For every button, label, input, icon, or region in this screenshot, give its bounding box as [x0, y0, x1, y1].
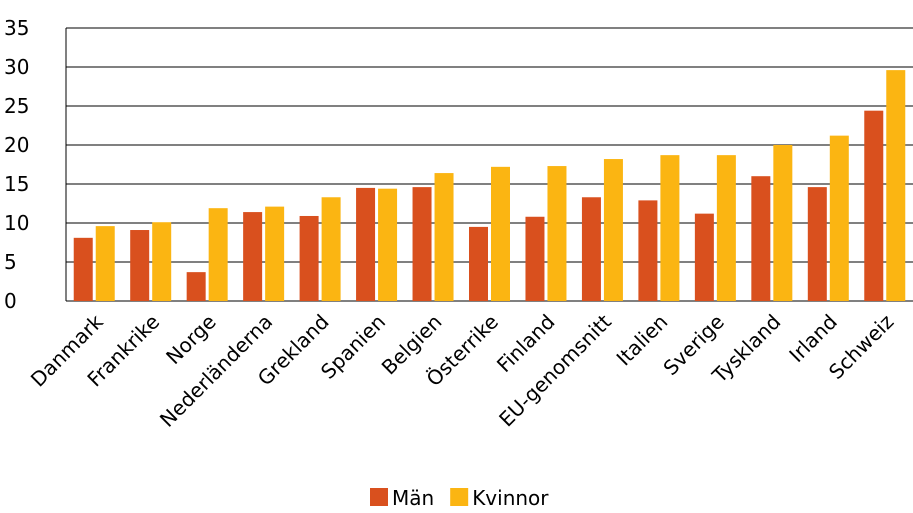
y-tick-label: 25: [4, 94, 29, 118]
y-tick-label: 0: [4, 289, 17, 313]
y-tick-label: 15: [4, 172, 29, 196]
bar: [265, 206, 285, 301]
bar: [321, 197, 341, 301]
bar: [773, 145, 793, 301]
bar: [412, 187, 432, 301]
bar: [716, 155, 736, 301]
legend-label: Kvinnor: [472, 486, 549, 509]
bar: [299, 215, 319, 301]
bar: [130, 230, 150, 301]
bar: [469, 226, 488, 301]
bar: [581, 197, 601, 301]
legend-label: Män: [392, 486, 434, 509]
bar: [186, 272, 206, 301]
bar: [694, 213, 714, 301]
bar: [243, 212, 263, 301]
bar: [378, 188, 398, 301]
bar: [95, 226, 115, 301]
bar: [864, 110, 884, 302]
bar: [886, 70, 906, 302]
legend-swatch: [370, 488, 388, 506]
bar: [208, 208, 228, 301]
bar: [547, 166, 567, 301]
bar: [603, 159, 623, 301]
y-tick-label: 30: [4, 55, 29, 79]
bar: [73, 237, 93, 301]
bar: [829, 135, 849, 301]
bar: [638, 200, 658, 301]
y-tick-label: 35: [4, 16, 29, 40]
y-tick-label: 10: [4, 211, 29, 235]
bar: [751, 176, 771, 301]
y-tick-label: 5: [4, 250, 17, 274]
bar: [491, 166, 510, 301]
y-tick-label: 20: [4, 133, 29, 157]
bar: [525, 216, 545, 301]
legend-swatch: [450, 488, 469, 506]
bar: [660, 155, 680, 301]
bar: [807, 187, 827, 301]
bar: [434, 173, 454, 301]
bar: [152, 222, 172, 301]
bar: [356, 187, 376, 301]
